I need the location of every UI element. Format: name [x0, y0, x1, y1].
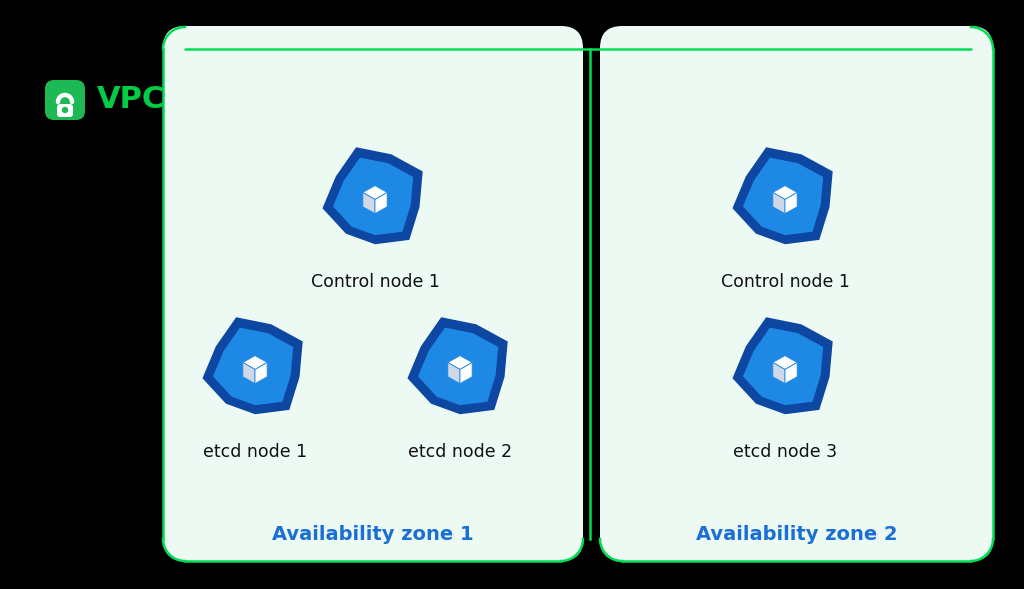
- Polygon shape: [243, 362, 255, 383]
- Polygon shape: [447, 356, 472, 369]
- Polygon shape: [243, 356, 267, 369]
- Polygon shape: [408, 317, 508, 414]
- Polygon shape: [773, 193, 785, 214]
- Polygon shape: [418, 327, 498, 405]
- Polygon shape: [785, 193, 797, 214]
- Polygon shape: [773, 186, 797, 200]
- Polygon shape: [333, 158, 413, 235]
- Polygon shape: [732, 147, 833, 244]
- Polygon shape: [255, 362, 267, 383]
- FancyBboxPatch shape: [57, 104, 73, 117]
- Text: VPC: VPC: [97, 85, 165, 114]
- Text: Control node 1: Control node 1: [310, 273, 439, 291]
- Polygon shape: [362, 186, 387, 200]
- FancyBboxPatch shape: [45, 80, 85, 120]
- Polygon shape: [447, 362, 460, 383]
- Text: Control node 1: Control node 1: [721, 273, 850, 291]
- Polygon shape: [773, 356, 797, 369]
- Polygon shape: [773, 362, 785, 383]
- Text: etcd node 1: etcd node 1: [203, 443, 307, 461]
- Circle shape: [62, 108, 68, 112]
- Text: etcd node 2: etcd node 2: [408, 443, 512, 461]
- FancyBboxPatch shape: [600, 26, 993, 561]
- Text: Availability zone 2: Availability zone 2: [695, 524, 897, 544]
- FancyBboxPatch shape: [163, 26, 583, 561]
- Polygon shape: [785, 362, 797, 383]
- Polygon shape: [203, 317, 303, 414]
- Polygon shape: [460, 362, 472, 383]
- Polygon shape: [743, 158, 823, 235]
- Polygon shape: [362, 193, 375, 214]
- Polygon shape: [375, 193, 387, 214]
- Polygon shape: [743, 327, 823, 405]
- Polygon shape: [213, 327, 293, 405]
- Polygon shape: [732, 317, 833, 414]
- Text: Availability zone 1: Availability zone 1: [272, 524, 474, 544]
- Polygon shape: [323, 147, 423, 244]
- Text: etcd node 3: etcd node 3: [733, 443, 837, 461]
